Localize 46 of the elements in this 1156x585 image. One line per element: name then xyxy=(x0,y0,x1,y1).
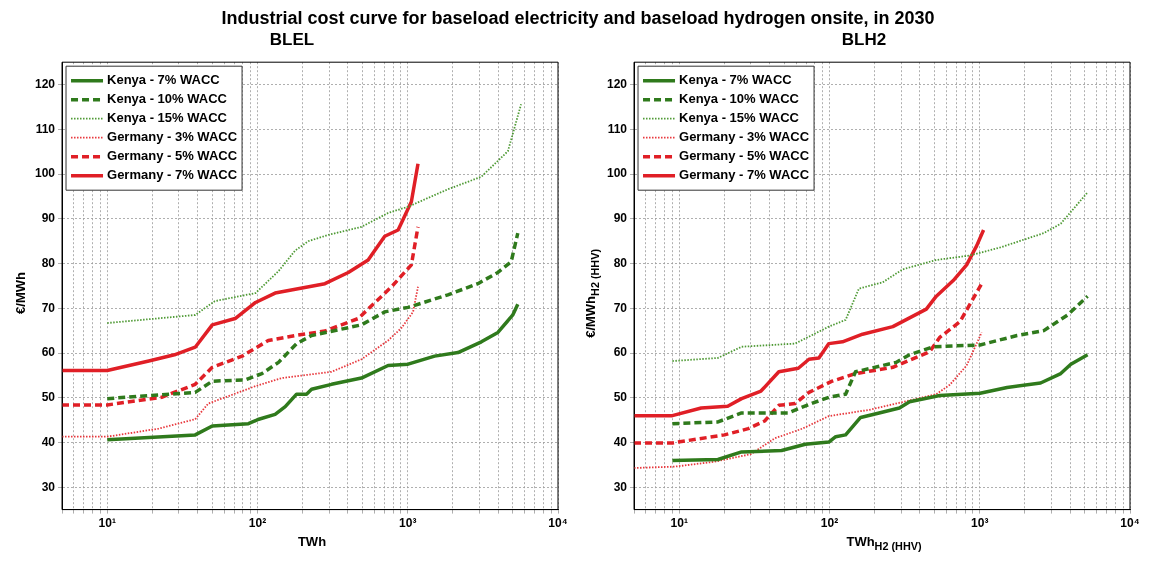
y-tick-label: 40 xyxy=(613,434,628,449)
x-tick-label: 10⁴ xyxy=(548,516,568,531)
legend-label: Kenya - 15% WACC xyxy=(679,110,800,126)
y-tick-label: 50 xyxy=(613,390,628,405)
y-tick-label: 30 xyxy=(613,479,628,494)
y-tick-label: 120 xyxy=(606,76,628,91)
legend-label: Kenya - 7% WACC xyxy=(107,72,221,88)
y-tick-label: 60 xyxy=(41,345,56,360)
x-tick-label: 10² xyxy=(820,516,839,531)
y-tick-label: 110 xyxy=(607,121,628,136)
legend-label: Kenya - 7% WACC xyxy=(679,72,793,88)
legend-label: Kenya - 10% WACC xyxy=(679,91,800,107)
y-axis-title: €/MWh xyxy=(12,272,28,314)
x-tick-label: 10³ xyxy=(971,516,989,531)
y-tick-label: 50 xyxy=(41,390,56,405)
legend-label: Germany - 5% WACC xyxy=(679,148,810,164)
legend-label: Germany - 7% WACC xyxy=(679,167,810,183)
chart-title: Industrial cost curve for baseload electricity and baseload hydrogen onsite, in 2030 xyxy=(220,8,936,30)
legend-label: Germany - 3% WACC xyxy=(679,129,810,145)
x-axis-title: TWh$_{H2 (HHV)}$ xyxy=(845,534,923,552)
legend-label: Germany - 5% WACC xyxy=(107,148,238,164)
chart-subtitle: BLEL xyxy=(268,30,316,51)
legend-label: Kenya - 15% WACC xyxy=(107,110,228,126)
legend-label: Kenya - 10% WACC xyxy=(107,91,228,107)
y-tick-label: 100 xyxy=(34,166,56,181)
y-tick-label: 70 xyxy=(41,300,56,315)
y-tick-label: 30 xyxy=(41,479,56,494)
x-axis-title: TWh xyxy=(296,534,328,549)
x-tick-label: 10² xyxy=(248,516,267,531)
y-tick-label: 100 xyxy=(606,166,628,181)
x-tick-label: 10¹ xyxy=(98,516,116,531)
y-tick-label: 90 xyxy=(613,211,628,226)
legend-label: Germany - 7% WACC xyxy=(107,167,238,183)
y-tick-label: 80 xyxy=(613,255,628,270)
chart-subtitle: BLH2 xyxy=(840,30,888,51)
y-tick-label: 120 xyxy=(34,76,56,91)
legend-label: Germany - 3% WACC xyxy=(107,129,238,145)
y-tick-label: 60 xyxy=(613,345,628,360)
x-tick-label: 10¹ xyxy=(670,516,688,531)
y-tick-label: 70 xyxy=(613,300,628,315)
y-tick-label: 90 xyxy=(41,211,56,226)
y-tick-label: 40 xyxy=(41,434,56,449)
x-tick-label: 10⁴ xyxy=(1120,516,1140,531)
y-tick-label: 110 xyxy=(35,121,56,136)
x-tick-label: 10³ xyxy=(399,516,417,531)
y-tick-label: 80 xyxy=(41,255,56,270)
